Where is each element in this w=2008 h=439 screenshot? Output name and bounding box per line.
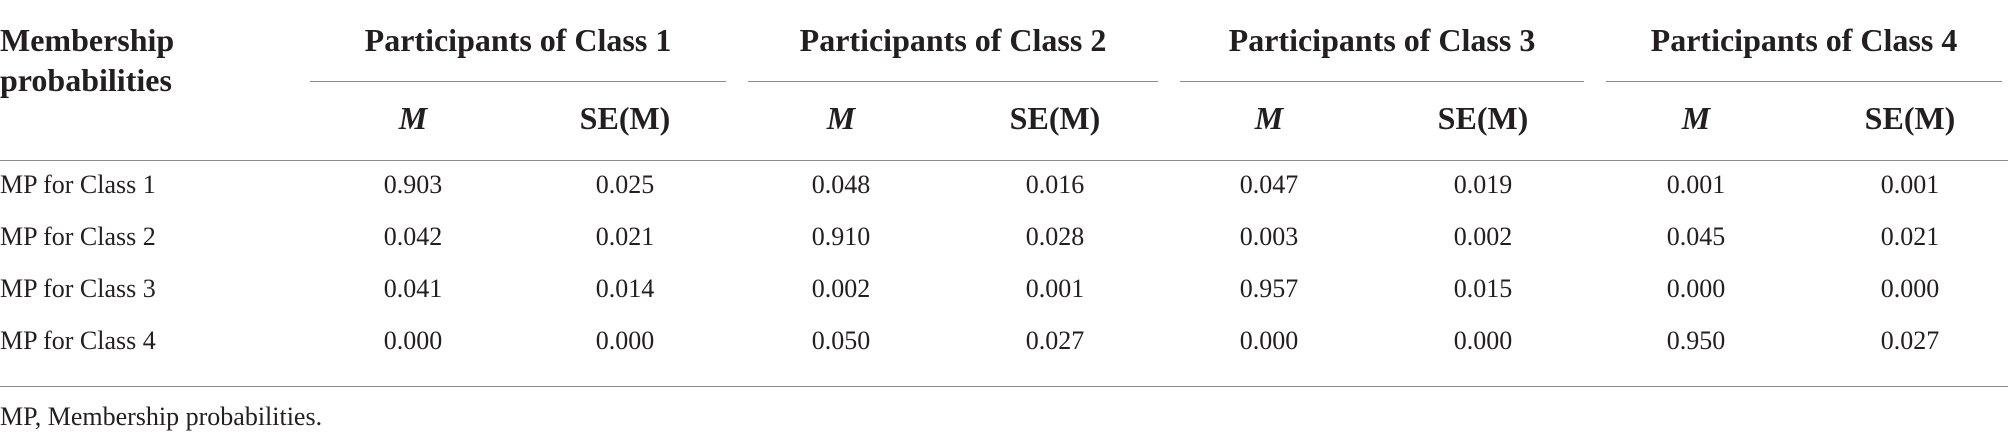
- table-cell: 0.050: [811, 326, 871, 355]
- header-bottom-rule: [0, 160, 2008, 161]
- group-header-class-1: Participants of Class 1: [364, 22, 672, 58]
- table-cell: 0.000: [1666, 274, 1726, 303]
- table-cell: 0.000: [595, 326, 655, 355]
- table-cell: 0.903: [383, 170, 443, 199]
- table-cell: 0.957: [1239, 274, 1299, 303]
- group-rule-class-1: [310, 81, 726, 82]
- table-footnote: MP, Membership probabilities.: [0, 402, 323, 431]
- table-cell: 0.025: [595, 170, 655, 199]
- table-cell: 0.000: [1239, 326, 1299, 355]
- subheader-se-class-3: SE(M): [1437, 100, 1529, 136]
- table-cell: 0.041: [383, 274, 443, 303]
- subheader-se-class-1: SE(M): [579, 100, 671, 136]
- subheader-mean-class-1: M: [398, 100, 428, 136]
- table-cell: 0.015: [1453, 274, 1513, 303]
- table-cell: 0.021: [595, 222, 655, 251]
- group-header-class-3: Participants of Class 3: [1228, 22, 1536, 58]
- table-cell: 0.027: [1025, 326, 1085, 355]
- table-cell: 0.019: [1453, 170, 1513, 199]
- table-cell: 0.002: [811, 274, 871, 303]
- table-bottom-rule: [0, 386, 2008, 387]
- subheader-mean-class-3: M: [1254, 100, 1284, 136]
- group-header-class-4: Participants of Class 4: [1650, 22, 1958, 58]
- table-cell: 0.042: [383, 222, 443, 251]
- table-cell: 0.014: [595, 274, 655, 303]
- row-label: MP for Class 1: [0, 170, 156, 199]
- group-header-class-2: Participants of Class 2: [799, 22, 1107, 58]
- table-cell: 0.016: [1025, 170, 1085, 199]
- subheader-se-class-2: SE(M): [1009, 100, 1101, 136]
- table-cell: 0.000: [1453, 326, 1513, 355]
- group-rule-class-2: [748, 81, 1158, 82]
- table-cell: 0.001: [1666, 170, 1726, 199]
- subheader-mean-class-2: M: [826, 100, 856, 136]
- table-cell: 0.002: [1453, 222, 1513, 251]
- group-rule-class-4: [1606, 81, 2002, 82]
- row-label: MP for Class 3: [0, 274, 156, 303]
- table-cell: 0.910: [811, 222, 871, 251]
- table-cell: 0.950: [1666, 326, 1726, 355]
- table-cell: 0.047: [1239, 170, 1299, 199]
- row-label: MP for Class 4: [0, 326, 156, 355]
- table-cell: 0.021: [1880, 222, 1940, 251]
- table-cell: 0.001: [1880, 170, 1940, 199]
- group-rule-class-3: [1180, 81, 1584, 82]
- row-label: MP for Class 2: [0, 222, 156, 251]
- table-cell: 0.027: [1880, 326, 1940, 355]
- table-cell: 0.001: [1025, 274, 1085, 303]
- subheader-se-class-4: SE(M): [1864, 100, 1956, 136]
- table-cell: 0.000: [383, 326, 443, 355]
- table-cell: 0.028: [1025, 222, 1085, 251]
- table-cell: 0.000: [1880, 274, 1940, 303]
- row-label-header: Membership probabilities: [0, 22, 175, 98]
- table-cell: 0.003: [1239, 222, 1299, 251]
- subheader-mean-class-4: M: [1681, 100, 1711, 136]
- table-cell: 0.045: [1666, 222, 1726, 251]
- table-cell: 0.048: [811, 170, 871, 199]
